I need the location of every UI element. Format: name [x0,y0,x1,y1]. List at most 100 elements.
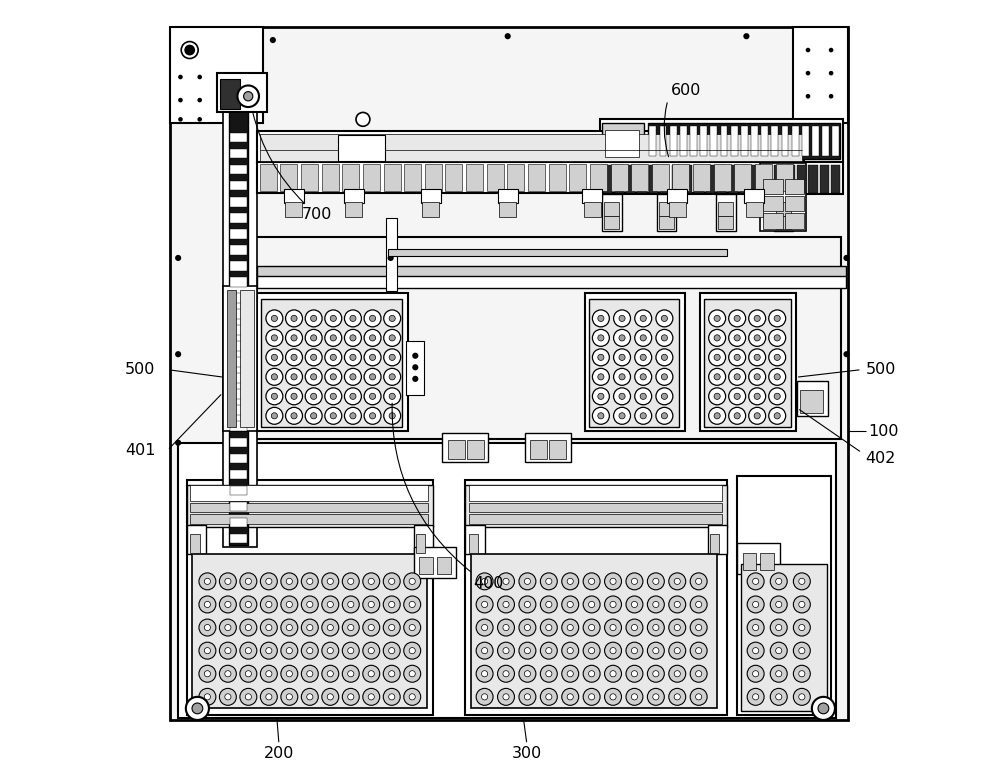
Bar [223,108,257,547]
Bar [704,299,791,427]
Circle shape [175,440,181,446]
Circle shape [674,694,680,700]
Circle shape [583,619,600,636]
Circle shape [774,354,780,360]
Bar [230,470,247,479]
Circle shape [747,688,764,705]
Circle shape [546,694,552,700]
Circle shape [327,578,333,584]
Bar [465,480,727,715]
Circle shape [589,671,595,677]
Circle shape [204,624,210,631]
Circle shape [753,694,759,700]
Circle shape [364,368,381,385]
Bar [600,119,843,162]
Bar [507,164,524,191]
Circle shape [498,596,514,613]
Circle shape [519,665,536,682]
Circle shape [793,688,810,705]
Bar [404,164,421,191]
Bar [217,73,267,112]
Circle shape [674,671,680,677]
Circle shape [175,255,181,261]
Circle shape [503,624,509,631]
Circle shape [404,665,421,682]
Circle shape [734,316,740,322]
Circle shape [589,578,595,584]
Circle shape [383,573,400,590]
Bar [786,165,795,192]
Circle shape [669,642,686,659]
Circle shape [734,354,740,360]
Circle shape [330,335,336,341]
Circle shape [327,601,333,608]
Circle shape [369,316,376,322]
Circle shape [305,349,322,366]
Circle shape [311,393,317,400]
Text: 401: 401 [125,443,156,458]
Circle shape [503,694,509,700]
Circle shape [546,601,552,608]
Bar [602,194,622,231]
Circle shape [774,413,780,419]
Circle shape [178,75,183,79]
Bar [230,133,247,142]
Circle shape [286,671,292,677]
Circle shape [540,596,557,613]
Bar [717,165,726,192]
Circle shape [184,45,195,55]
Circle shape [631,624,638,631]
Circle shape [769,310,786,327]
Circle shape [342,642,359,659]
Circle shape [734,373,740,380]
Circle shape [286,578,292,584]
Bar [774,165,783,192]
Bar [170,27,848,720]
Circle shape [348,601,354,608]
Bar [425,164,442,191]
Circle shape [364,388,381,405]
Circle shape [325,349,342,366]
Circle shape [389,354,395,360]
Circle shape [281,596,298,613]
Circle shape [524,671,530,677]
Circle shape [291,335,297,341]
Circle shape [843,255,850,261]
Bar [422,202,439,217]
Circle shape [661,373,667,380]
Bar [603,165,612,192]
Circle shape [383,665,400,682]
Bar [342,164,359,191]
Circle shape [404,619,421,636]
Circle shape [364,330,381,346]
Circle shape [219,596,236,613]
Circle shape [271,373,277,380]
Circle shape [806,48,810,52]
Circle shape [562,573,579,590]
Bar [714,164,731,191]
Circle shape [240,642,257,659]
Bar [716,194,736,231]
Bar [690,126,697,156]
Circle shape [714,373,720,380]
Circle shape [281,619,298,636]
Circle shape [368,601,374,608]
Circle shape [647,596,664,613]
Circle shape [350,316,356,322]
Circle shape [793,596,810,613]
Circle shape [384,407,401,424]
Circle shape [592,349,609,366]
Circle shape [266,694,272,700]
Circle shape [799,578,805,584]
Bar [386,218,397,291]
Circle shape [640,393,646,400]
Circle shape [327,671,333,677]
Bar [230,149,247,159]
Circle shape [631,648,638,654]
Text: 300: 300 [512,745,542,761]
Bar [648,123,840,159]
Circle shape [305,407,322,424]
Circle shape [286,407,302,424]
Circle shape [219,642,236,659]
Circle shape [482,694,488,700]
